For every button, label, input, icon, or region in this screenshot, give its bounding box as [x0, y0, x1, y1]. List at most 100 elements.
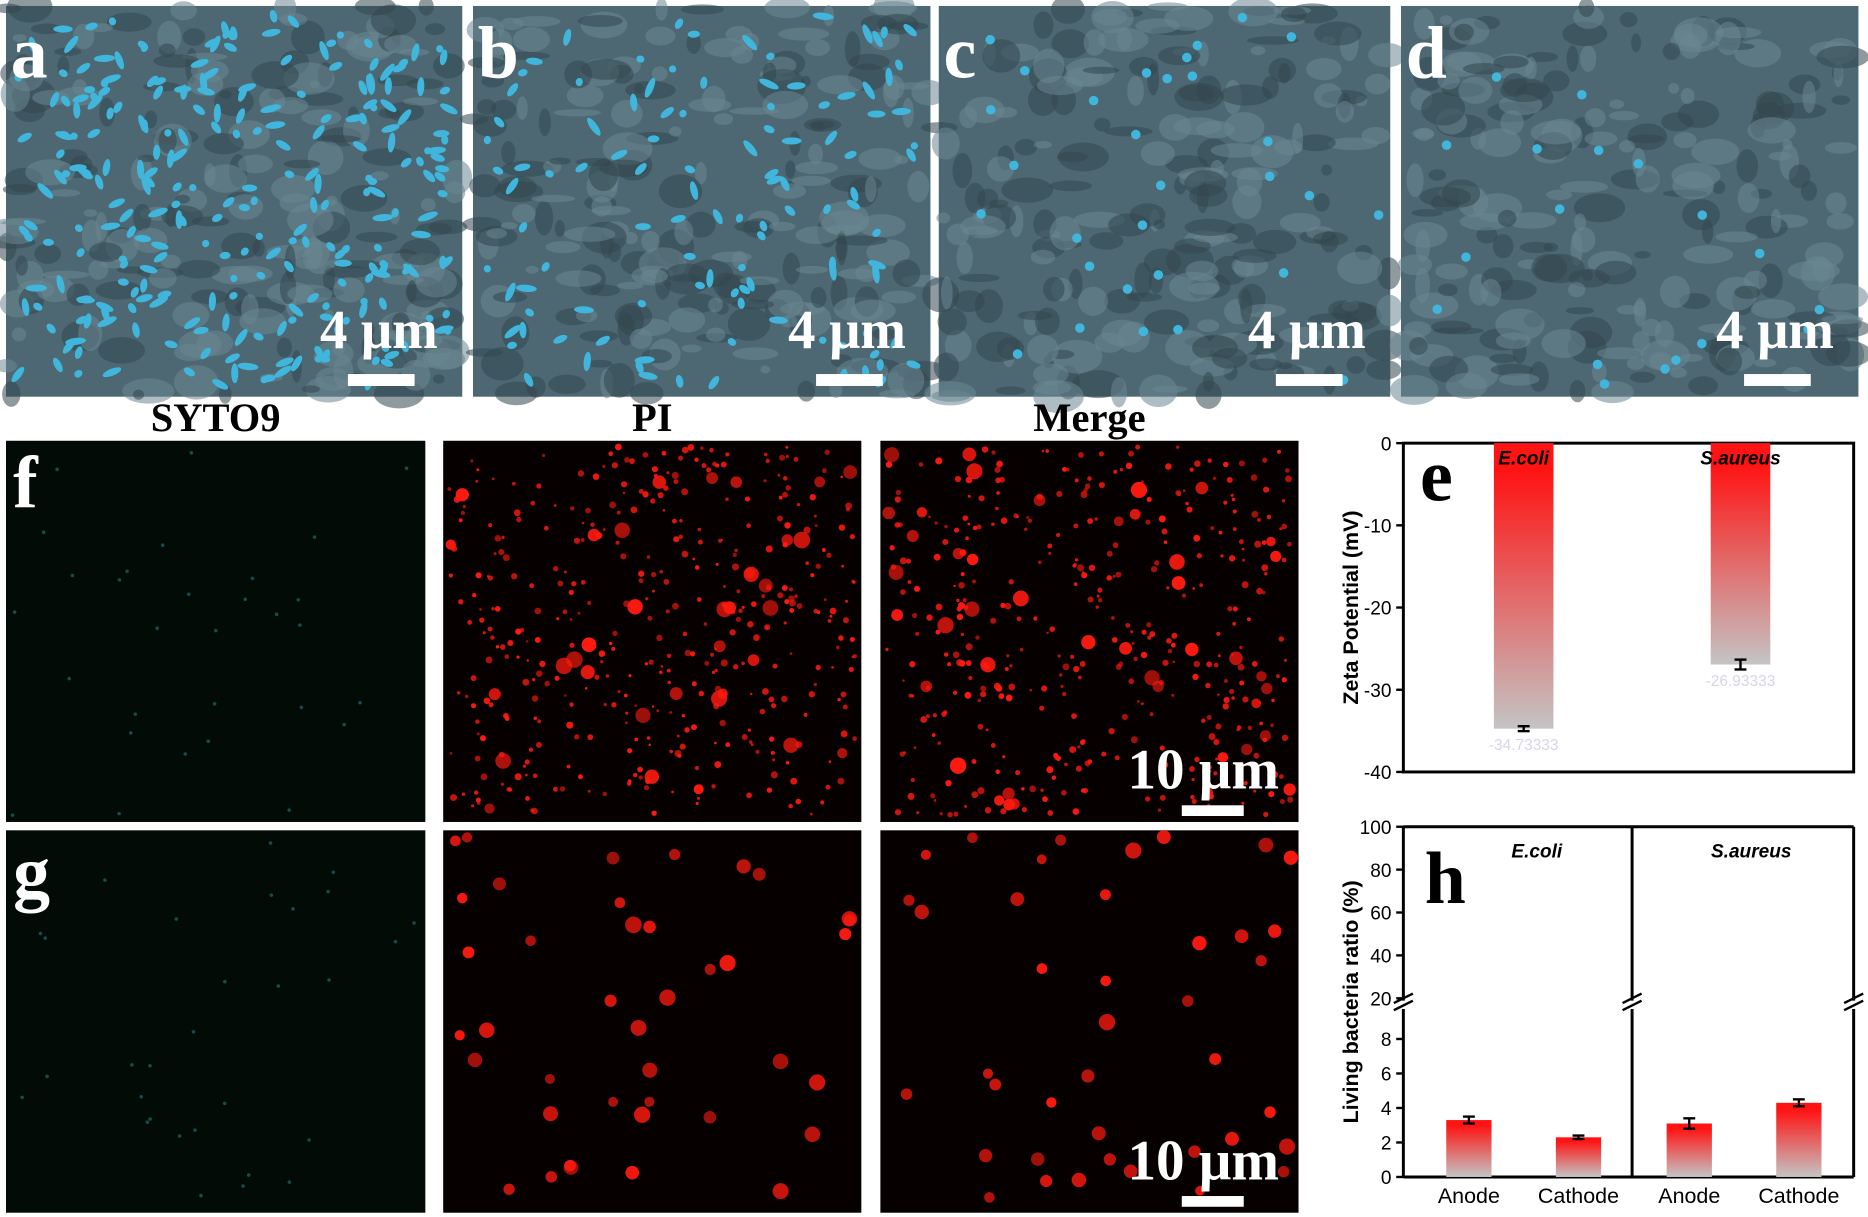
bacterium	[700, 76, 708, 89]
cell	[982, 1068, 994, 1079]
texture	[287, 284, 333, 304]
cell	[485, 656, 493, 664]
bacterium	[252, 127, 262, 135]
bacterium	[1697, 210, 1708, 220]
bacterium	[735, 213, 744, 223]
fluorescence-image	[443, 830, 862, 1213]
bacterium	[202, 239, 210, 248]
bacterium	[62, 338, 76, 354]
cell	[910, 778, 915, 783]
texture	[768, 221, 796, 232]
cell	[994, 466, 1001, 473]
cell	[633, 772, 638, 778]
fluorescence-image: 10 μm	[880, 830, 1299, 1213]
texture	[810, 287, 827, 309]
bacterium	[269, 9, 278, 23]
cell	[563, 570, 567, 574]
bacterium	[675, 375, 684, 388]
cell	[587, 601, 592, 606]
bacterium	[200, 347, 211, 360]
cell	[995, 506, 999, 511]
bacterium	[49, 92, 60, 108]
bacterium	[766, 175, 783, 185]
category-label: S.aureus	[1700, 449, 1780, 470]
texture	[1104, 126, 1153, 137]
cell	[103, 878, 107, 882]
texture	[865, 175, 877, 203]
cell	[1231, 696, 1235, 700]
cell	[1024, 527, 1028, 531]
cell	[1281, 734, 1289, 742]
texture	[782, 252, 801, 285]
cell	[1061, 789, 1067, 796]
cell	[1223, 697, 1230, 704]
scale-label: 10 μm	[1127, 739, 1279, 802]
bacterium	[1554, 204, 1565, 214]
cell	[638, 578, 644, 584]
bacterium	[93, 54, 115, 62]
cell	[966, 463, 983, 480]
texture	[512, 204, 536, 224]
texture	[1500, 78, 1550, 103]
cell	[1259, 730, 1271, 742]
cell	[1263, 486, 1270, 493]
cell	[989, 1078, 1002, 1091]
scale-label: 10 μm	[1127, 1129, 1279, 1192]
cell	[544, 1073, 555, 1084]
cell	[736, 589, 741, 594]
bacterium	[1137, 220, 1148, 230]
cell	[447, 487, 452, 491]
cell	[783, 621, 787, 625]
texture	[1580, 45, 1597, 72]
scale-label: 4 μm	[1716, 299, 1834, 360]
cell	[1190, 794, 1195, 800]
cell	[564, 1159, 576, 1172]
texture	[354, 0, 396, 16]
texture	[1279, 212, 1321, 233]
cell	[1201, 718, 1206, 723]
cell	[1128, 678, 1135, 685]
cell	[991, 450, 996, 455]
bacterium	[518, 222, 528, 233]
cell	[692, 557, 696, 561]
bacterium	[862, 325, 873, 337]
cell	[1201, 769, 1207, 775]
texture	[1403, 221, 1448, 248]
cell	[782, 476, 788, 481]
cell	[1042, 796, 1048, 802]
bacterium	[694, 281, 705, 290]
cell	[777, 515, 783, 522]
cell	[643, 920, 656, 934]
cell	[580, 665, 595, 680]
scale-bar	[1181, 1196, 1244, 1207]
cell	[1144, 670, 1160, 686]
bacterium	[439, 49, 448, 66]
cell	[899, 557, 907, 565]
cell	[1040, 788, 1044, 792]
cell	[1010, 892, 1025, 906]
bacterium	[706, 269, 714, 288]
texture	[1129, 203, 1166, 227]
cell	[1145, 519, 1151, 525]
cell	[694, 765, 700, 771]
cell	[503, 1183, 515, 1195]
bacterium	[213, 103, 221, 123]
cell	[1231, 497, 1236, 502]
cell	[947, 662, 952, 667]
bacterium	[483, 135, 491, 145]
texture	[1816, 45, 1868, 69]
cell	[1172, 660, 1176, 664]
bacterium	[334, 326, 343, 338]
bacterium	[219, 251, 231, 260]
bacterium	[238, 203, 251, 212]
texture	[49, 189, 81, 197]
y-tick-label: 40	[1370, 947, 1391, 968]
texture	[1026, 334, 1059, 365]
texture	[58, 149, 88, 165]
cell	[646, 555, 651, 559]
cell	[1242, 696, 1249, 703]
texture	[564, 60, 593, 89]
bacterium	[1162, 73, 1172, 84]
cell	[1232, 527, 1237, 531]
cell	[785, 445, 789, 449]
